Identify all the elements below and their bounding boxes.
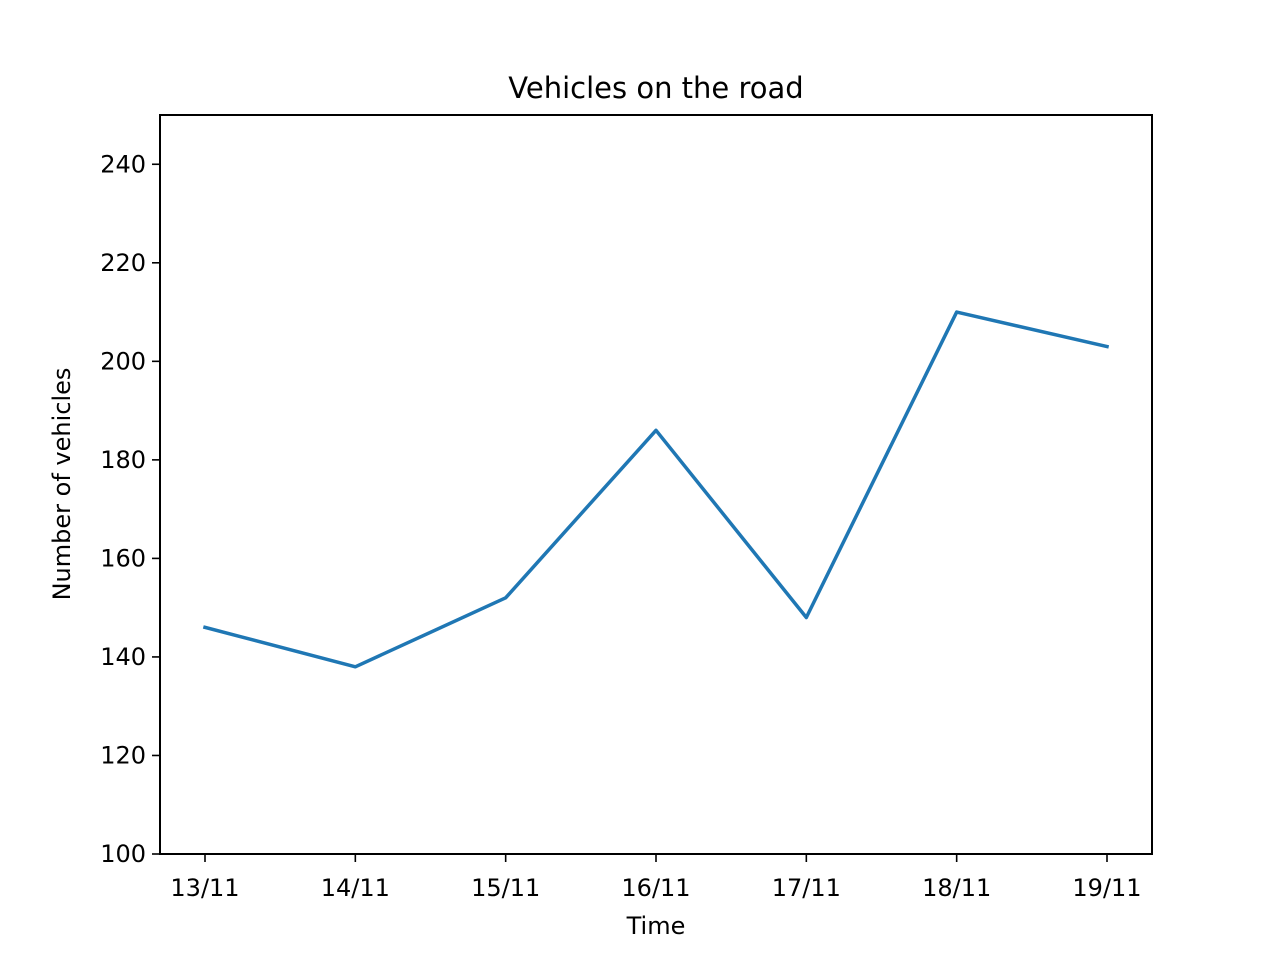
y-tick-label: 100 — [100, 840, 146, 868]
plot-frame — [159, 114, 1153, 855]
x-tick-label: 16/11 — [621, 874, 690, 902]
plot-area: 100 120 140 160 180 200 220 240 13/11 14/11 15/11 1… — [100, 114, 1153, 902]
y-tick-label: 160 — [100, 544, 146, 572]
y-tick-label: 220 — [100, 249, 146, 277]
x-tick-label: 13/11 — [170, 874, 239, 902]
x-tick-label: 19/11 — [1072, 874, 1141, 902]
y-tick-label: 120 — [100, 741, 146, 769]
x-tick-label: 15/11 — [471, 874, 540, 902]
x-tick-label: 17/11 — [772, 874, 841, 902]
y-axis-title: Number of vehicles — [48, 368, 76, 601]
y-tick-label: 140 — [100, 643, 146, 671]
y-tick-label: 240 — [100, 150, 146, 178]
x-axis-title: Time — [626, 912, 686, 940]
series-line — [202, 310, 1110, 669]
y-tick-label: 180 — [100, 446, 146, 474]
y-tick-label: 200 — [100, 347, 146, 375]
x-tick-label: 18/11 — [922, 874, 991, 902]
x-tick-label: 14/11 — [321, 874, 390, 902]
chart-title: Vehicles on the road — [508, 71, 803, 105]
